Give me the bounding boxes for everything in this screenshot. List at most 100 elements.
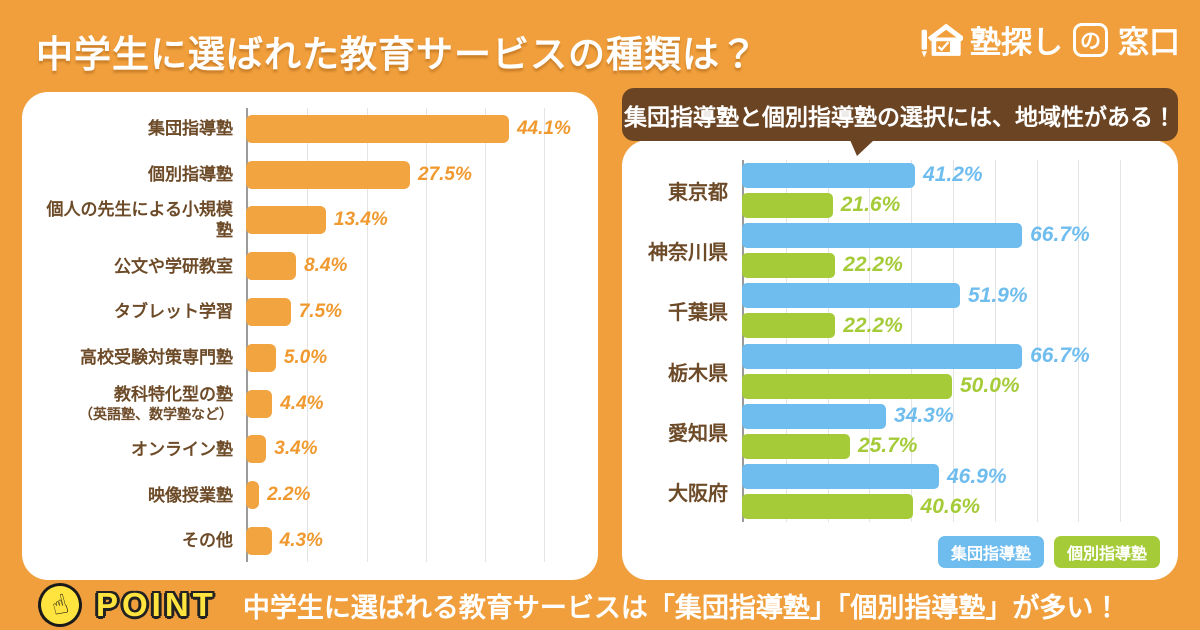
- service-label: タブレット学習: [114, 302, 233, 322]
- prefecture-label: 千葉県: [668, 302, 728, 325]
- point-footer: ☝ POINT 中学生に選ばれる教育サービスは「集団指導塾」「個別指導塾」が多い…: [0, 578, 1200, 630]
- group-tutoring-value: 46.9%: [946, 464, 1007, 488]
- individual-tutoring-bar: [742, 494, 913, 520]
- service-plot: 4.4%: [246, 381, 574, 427]
- service-label: 高校受験対策専門塾: [80, 348, 233, 368]
- prefecture-bars: 46.9% 40.6%: [742, 464, 1162, 520]
- service-value: 27.5%: [418, 163, 472, 185]
- prefecture-bars: 34.3% 25.7%: [742, 403, 1162, 459]
- service-bar: [246, 343, 276, 372]
- service-row: その他 4.3%: [34, 518, 580, 564]
- service-row: 教科特化型の塾 （英語塾、数学塾など） 4.4%: [34, 381, 580, 427]
- service-row: 個人の先生による小規模塾 13.4%: [34, 198, 580, 244]
- service-bar: [246, 389, 273, 418]
- service-row: オンライン塾 3.4%: [34, 427, 580, 473]
- prefecture-label: 栃木県: [668, 362, 728, 385]
- service-value: 4.4%: [280, 392, 324, 414]
- page-title: 中学生に選ばれた教育サービスの種類は？: [36, 34, 758, 75]
- service-plot: 13.4%: [246, 198, 574, 244]
- logo-monitor-icon: の: [1073, 23, 1108, 57]
- group-tutoring-bar: [742, 222, 1023, 248]
- prefecture-row: 東京都 41.2% 21.6%: [638, 160, 1162, 220]
- group-tutoring-bar: [742, 162, 916, 188]
- service-label: 映像授業塾: [148, 485, 233, 505]
- prefecture-row: 愛知県 34.3% 25.7%: [638, 401, 1162, 461]
- regional-insight-bubble: 集団指導塾と個別指導塾の選択には、地域性がある！: [622, 88, 1178, 156]
- legend-group-tutoring: 集団指導塾: [937, 536, 1044, 568]
- prefecture-label: 東京都: [668, 181, 728, 204]
- service-plot: 44.1%: [246, 106, 574, 152]
- services-chart: 集団指導塾 44.1% 個別指導塾 27.5% 個人の先生による小規模塾 13.…: [34, 106, 580, 564]
- service-plot: 4.3%: [246, 518, 574, 564]
- left-chart-grid: [246, 108, 574, 562]
- individual-tutoring-line: 25.7%: [742, 433, 1162, 459]
- individual-tutoring-line: 40.6%: [742, 494, 1162, 520]
- group-tutoring-value: 41.2%: [923, 163, 983, 187]
- service-value: 7.5%: [298, 301, 343, 323]
- service-row: 映像授業塾 2.2%: [34, 472, 580, 518]
- service-value: 44.1%: [516, 117, 571, 139]
- individual-tutoring-line: 22.2%: [742, 252, 1162, 278]
- service-plot: 8.4%: [246, 243, 574, 289]
- service-value: 2.2%: [267, 484, 311, 506]
- prefecture-chart-panel: 東京都 41.2% 21.6% 神奈川県 66.7% 22.2% 千: [622, 140, 1178, 580]
- group-tutoring-line: 34.3%: [742, 403, 1162, 429]
- group-tutoring-line: 66.7%: [742, 222, 1162, 248]
- individual-tutoring-line: 50.0%: [742, 373, 1162, 399]
- service-plot: 3.4%: [246, 427, 574, 473]
- prefecture-bars: 66.7% 22.2%: [742, 222, 1162, 278]
- group-tutoring-bar: [742, 403, 887, 429]
- service-bar: [246, 481, 260, 510]
- group-tutoring-value: 34.3%: [894, 404, 954, 428]
- legend-individual-tutoring: 個別指導塾: [1053, 536, 1160, 568]
- service-plot: 7.5%: [246, 289, 574, 335]
- prefecture-row: 神奈川県 66.7% 22.2%: [638, 220, 1162, 280]
- service-value: 8.4%: [304, 255, 348, 277]
- brand-logo: 塾探し の 窓口: [917, 16, 1180, 62]
- bubble-tail: [850, 140, 874, 156]
- service-plot: 27.5%: [246, 152, 574, 198]
- individual-tutoring-value: 22.2%: [843, 313, 903, 337]
- individual-tutoring-value: 21.6%: [840, 193, 901, 217]
- prefecture-label: 大阪府: [668, 483, 728, 506]
- individual-tutoring-value: 50.0%: [960, 374, 1020, 398]
- individual-tutoring-bar: [742, 433, 850, 459]
- prefecture-chart: 東京都 41.2% 21.6% 神奈川県 66.7% 22.2% 千: [638, 160, 1162, 522]
- prefecture-row: 千葉県 51.9% 22.2%: [638, 281, 1162, 341]
- prefecture-bars: 66.7% 50.0%: [742, 343, 1162, 399]
- group-tutoring-value: 66.7%: [1030, 344, 1090, 368]
- individual-tutoring-value: 25.7%: [857, 434, 918, 458]
- group-tutoring-value: 51.9%: [967, 283, 1028, 307]
- service-plot: 5.0%: [246, 335, 574, 381]
- group-tutoring-value: 66.7%: [1030, 223, 1090, 247]
- logo-text-after: 窓口: [1118, 24, 1180, 60]
- service-row: 公文や学研教室 8.4%: [34, 243, 580, 289]
- service-value: 4.3%: [279, 530, 323, 552]
- service-bar: [246, 527, 272, 556]
- house-pencil-icon: [917, 16, 963, 62]
- group-tutoring-line: 46.9%: [742, 464, 1162, 490]
- regional-insight-text: 集団指導塾と個別指導塾の選択には、地域性がある！: [624, 103, 1176, 130]
- service-label: 集団指導塾: [148, 119, 233, 139]
- service-value: 13.4%: [333, 209, 388, 231]
- service-row: タブレット学習 7.5%: [34, 289, 580, 335]
- services-chart-panel: 集団指導塾 44.1% 個別指導塾 27.5% 個人の先生による小規模塾 13.…: [22, 92, 598, 580]
- individual-tutoring-bar: [742, 313, 836, 339]
- service-bar: [246, 160, 410, 189]
- pointing-hand-glyph: ☝: [48, 587, 72, 622]
- group-tutoring-line: 66.7%: [742, 343, 1162, 369]
- service-plot: 2.2%: [246, 472, 574, 518]
- prefecture-bars: 41.2% 21.6%: [742, 162, 1162, 218]
- prefecture-label: 神奈川県: [648, 241, 728, 264]
- prefecture-bars: 51.9% 22.2%: [742, 283, 1162, 339]
- prefecture-label: 愛知県: [668, 422, 728, 445]
- service-label: 個別指導塾: [148, 165, 233, 185]
- individual-tutoring-bar: [742, 373, 952, 399]
- individual-tutoring-value: 22.2%: [843, 253, 903, 277]
- service-bar: [246, 435, 267, 464]
- service-label: その他: [182, 531, 233, 551]
- logo-text-boxed: の: [1080, 30, 1101, 53]
- service-label: オンライン塾: [131, 439, 233, 459]
- prefecture-row: 栃木県 66.7% 50.0%: [638, 341, 1162, 401]
